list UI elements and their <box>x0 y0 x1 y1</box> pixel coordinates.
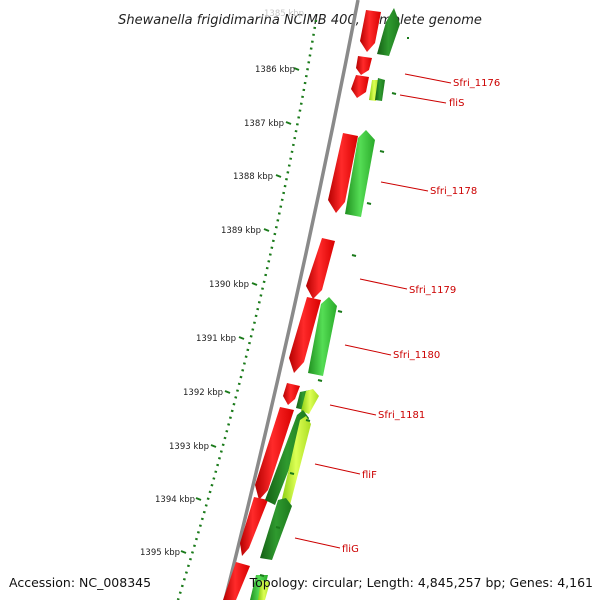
strand-ticks <box>259 37 409 577</box>
gene-callout-sfri-1180: Sfri_1180 <box>344 344 440 361</box>
ruler-label: 1390 kbp <box>209 280 249 290</box>
gene-label: Sfri_1178 <box>430 186 477 197</box>
ruler-tick-1395: 1395 kbp <box>140 548 187 558</box>
gene-callout-flis: fliS <box>399 94 464 109</box>
gene-label: Sfri_1176 <box>453 78 500 89</box>
ruler-dotted-line <box>176 19 318 600</box>
ruler-label: 1388 kbp <box>233 172 273 182</box>
gene-forward <box>281 416 311 505</box>
ruler-tick-1387: 1387 kbp <box>244 119 292 129</box>
gene-reverse <box>360 10 381 52</box>
ruler-tick-1394: 1394 kbp <box>155 495 202 505</box>
ruler-label: 1393 kbp <box>169 442 209 452</box>
gene-forward <box>301 389 319 414</box>
ruler-tick-1390: 1390 kbp <box>209 280 258 290</box>
gene-reverse <box>283 383 300 405</box>
ruler-label: 1386 kbp <box>255 65 295 75</box>
gene-forward <box>375 78 385 101</box>
gene-callout-flig: fliG <box>294 537 359 555</box>
ruler-label: 1387 kbp <box>244 119 284 129</box>
reverse-strand-genes <box>223 10 381 600</box>
gene-forward <box>258 580 270 600</box>
gene-reverse <box>328 133 358 213</box>
gene-reverse <box>223 562 250 600</box>
gene-callout-sfri-1176: Sfri_1176 <box>404 73 500 89</box>
gene-callout-sfri-1178: Sfri_1178 <box>380 181 477 197</box>
gene-callout-flif: fliF <box>314 463 377 481</box>
ruler-label: 1391 kbp <box>196 334 236 344</box>
gene-reverse <box>351 75 369 98</box>
topology-text: Topology: circular; Length: 4,845,257 bp… <box>249 575 593 590</box>
ruler-tick-1389: 1389 kbp <box>221 226 270 236</box>
ruler-label: 1389 kbp <box>221 226 261 236</box>
gene-callout-sfri-1179: Sfri_1179 <box>359 278 456 296</box>
ruler-faded-label: 1385 kbp <box>264 9 304 19</box>
gene-label: Sfri_1181 <box>378 410 425 421</box>
coordinate-ruler: 1385 kbp 1386 kbp 1387 kbp 1388 kbp 1389… <box>140 9 318 600</box>
forward-strand-genes <box>250 8 400 600</box>
ruler-label: 1392 kbp <box>183 388 223 398</box>
gene-callouts: Sfri_1176 fliS Sfri_1178 Sfri_1179 Sfri_… <box>294 73 500 555</box>
gene-label: fliG <box>342 544 359 555</box>
ruler-tick-1386: 1386 kbp <box>255 65 300 75</box>
gene-label: fliF <box>362 470 377 481</box>
ruler-tick-1392: 1392 kbp <box>183 388 231 398</box>
gene-label: Sfri_1180 <box>393 350 440 361</box>
gene-label: Sfri_1179 <box>409 285 456 296</box>
ruler-tick-1388: 1388 kbp <box>233 172 282 182</box>
gene-forward <box>308 297 337 376</box>
gene-forward <box>377 8 400 56</box>
gene-forward <box>260 498 292 560</box>
gene-label: fliS <box>449 98 464 109</box>
ruler-tick-1393: 1393 kbp <box>169 442 217 452</box>
gene-reverse <box>356 56 372 75</box>
ruler-label: 1394 kbp <box>155 495 195 505</box>
accession-text: Accession: NC_008345 <box>9 575 151 590</box>
gene-reverse <box>240 497 268 556</box>
gene-reverse <box>255 407 294 500</box>
gene-reverse <box>289 297 321 373</box>
ruler-label: 1395 kbp <box>140 548 180 558</box>
ruler-tick-1391: 1391 kbp <box>196 334 245 344</box>
gene-forward <box>345 130 375 217</box>
genome-backbone <box>223 0 360 600</box>
gene-callout-sfri-1181: Sfri_1181 <box>329 404 425 421</box>
gene-reverse <box>306 238 335 299</box>
